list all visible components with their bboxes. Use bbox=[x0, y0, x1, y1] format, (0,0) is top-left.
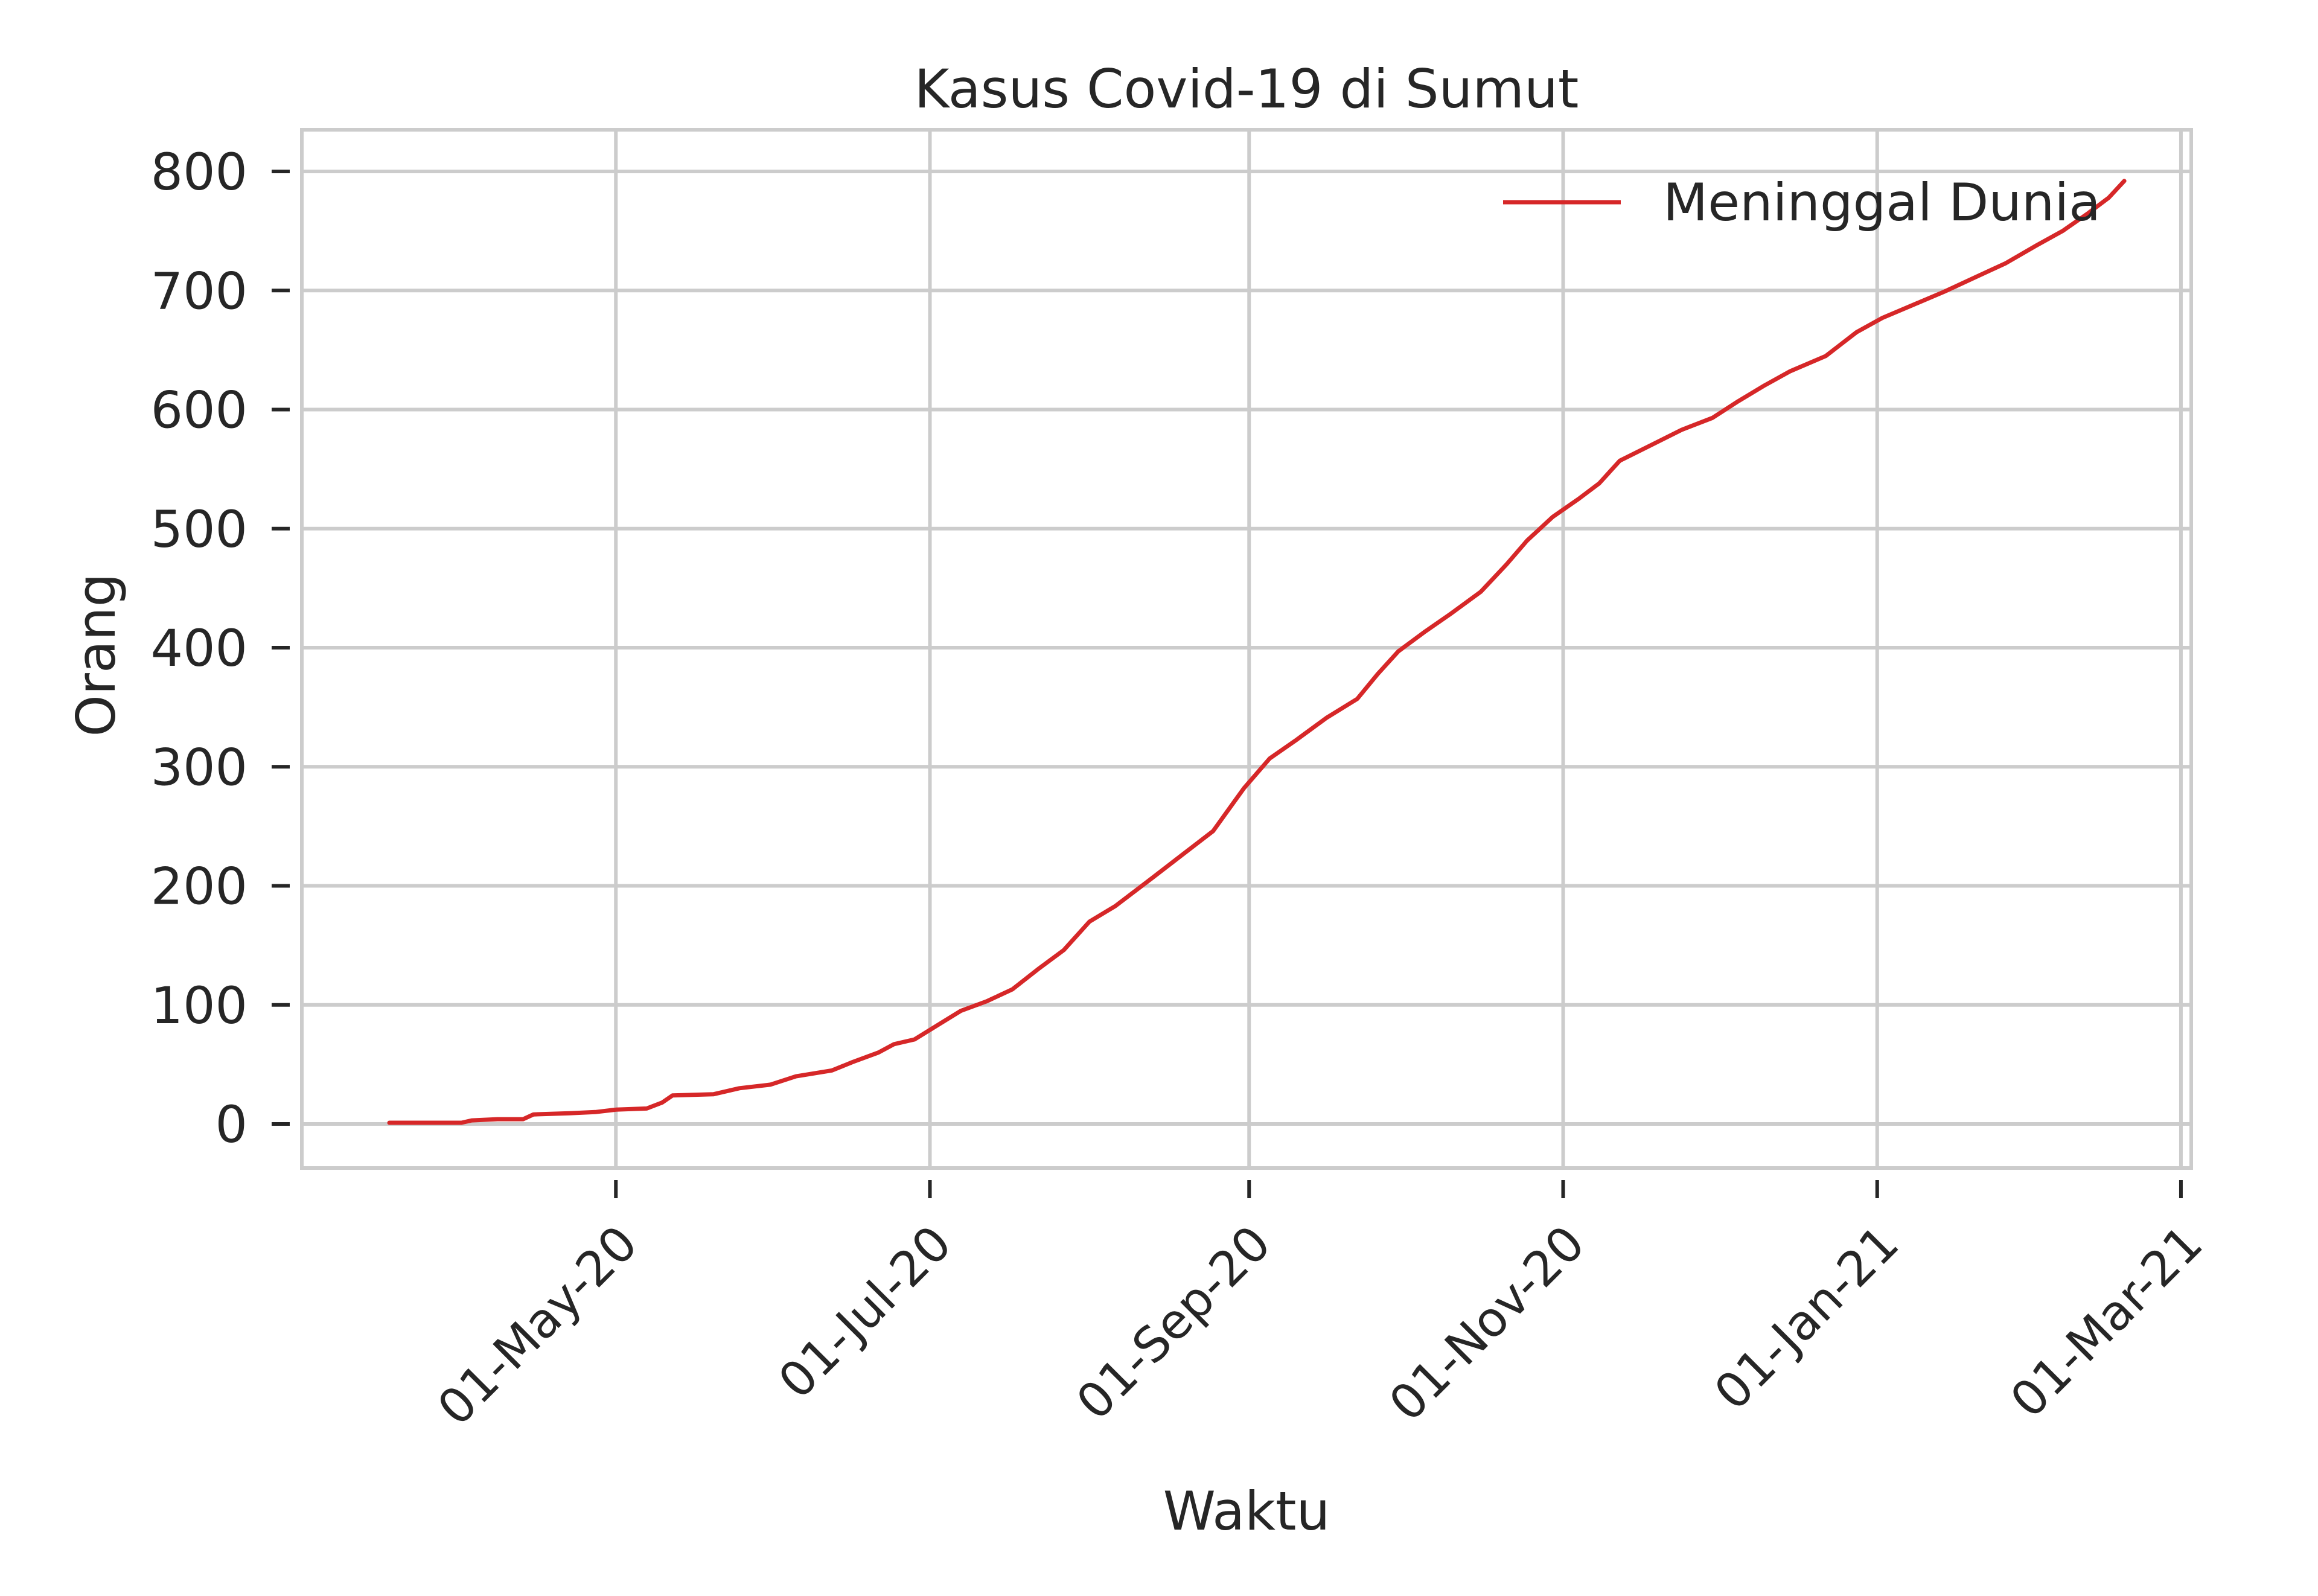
chart-title: Kasus Covid-19 di Sumut bbox=[915, 58, 1579, 120]
x-axis-label: Waktu bbox=[1163, 1480, 1330, 1542]
plot-frame bbox=[300, 128, 2193, 1170]
y-tick-label: 600 bbox=[151, 381, 247, 440]
legend: Meninggal Dunia bbox=[1503, 173, 2101, 233]
y-tick-label: 400 bbox=[151, 619, 247, 678]
x-tick-label: 01-Jan-21 bbox=[1703, 1215, 1909, 1421]
y-tick-label: 300 bbox=[151, 738, 247, 797]
y-tick-label: 0 bbox=[216, 1095, 247, 1154]
axis-ticks: 0 100 200 300 400 500 600 700 800 01-May-20 01-Jul… bbox=[151, 142, 2214, 1436]
y-axis-label: Orang bbox=[65, 573, 127, 736]
grid bbox=[302, 130, 2191, 1168]
y-tick-label: 200 bbox=[151, 857, 247, 916]
y-tick-label: 800 bbox=[151, 142, 247, 202]
x-tick-label: 01-Nov-20 bbox=[1379, 1215, 1595, 1432]
x-tick-label: 01-Sep-20 bbox=[1066, 1215, 1282, 1431]
x-tick-label: 01-May-20 bbox=[427, 1215, 648, 1437]
legend-label: Meninggal Dunia bbox=[1663, 173, 2101, 233]
y-tick-label: 100 bbox=[151, 976, 247, 1035]
x-tick-label: 01-Mar-21 bbox=[2000, 1215, 2214, 1429]
series-line bbox=[387, 179, 2127, 1125]
y-tick-label: 700 bbox=[151, 261, 247, 321]
x-tick-label: 01-Jul-20 bbox=[768, 1215, 962, 1409]
y-tick-label: 500 bbox=[151, 500, 247, 559]
series-layer bbox=[387, 179, 2127, 1125]
